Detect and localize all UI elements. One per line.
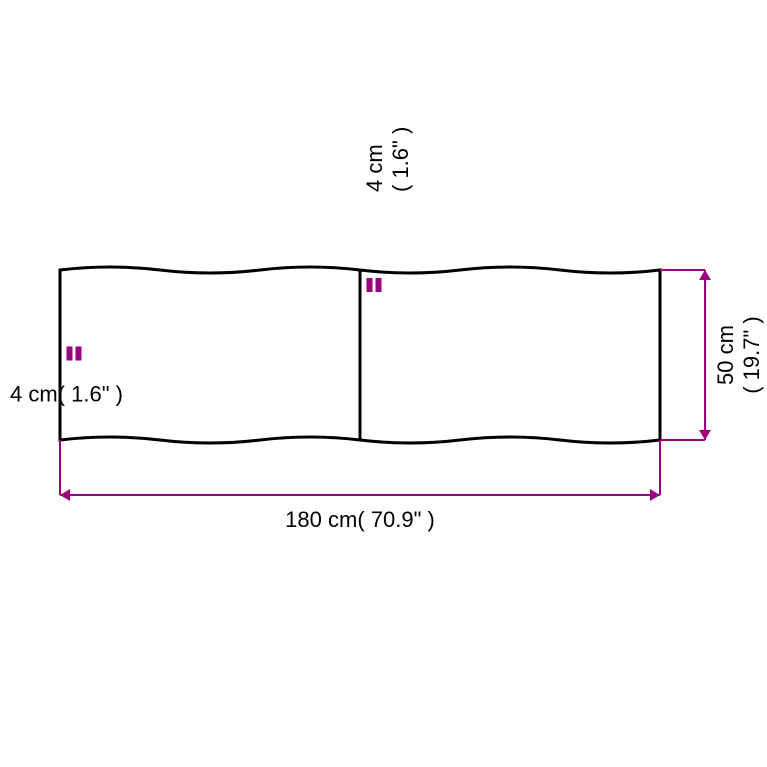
svg-text:( 1.6" ): ( 1.6" ) bbox=[388, 127, 413, 192]
svg-text:180 cm( 70.9" ): 180 cm( 70.9" ) bbox=[285, 507, 435, 532]
thickness-tick-left: 4 cm( 1.6" ) bbox=[10, 347, 123, 407]
dimension-diagram: 180 cm( 70.9" ) 50 cm ( 19.7" ) 4 cm( 1.… bbox=[0, 0, 767, 767]
svg-text:50 cm: 50 cm bbox=[713, 325, 738, 385]
svg-text:4 cm( 1.6" ): 4 cm( 1.6" ) bbox=[10, 382, 123, 407]
svg-text:( 19.7" ): ( 19.7" ) bbox=[739, 316, 764, 394]
dimension-height: 50 cm ( 19.7" ) bbox=[660, 270, 764, 440]
svg-text:4 cm: 4 cm bbox=[362, 144, 387, 192]
thickness-tick-middle: 4 cm ( 1.6" ) bbox=[362, 127, 413, 292]
dimension-width: 180 cm( 70.9" ) bbox=[60, 440, 660, 532]
